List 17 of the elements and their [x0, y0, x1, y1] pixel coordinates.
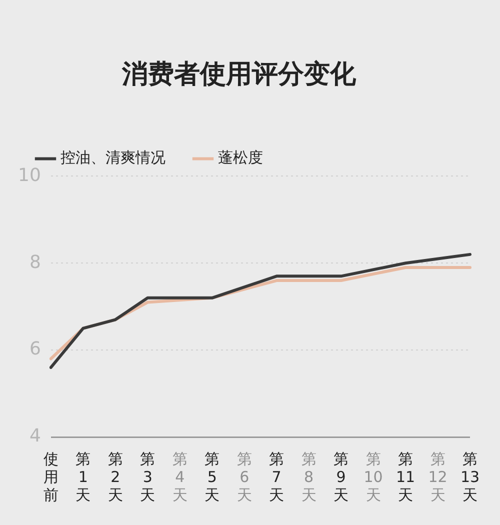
- x-tick-label: 第13天: [460, 450, 480, 504]
- legend-label: 蓬松度: [218, 148, 263, 167]
- x-tick-label: 第5天: [204, 450, 220, 504]
- x-tick-label: 第4天: [172, 450, 188, 504]
- x-tick-label: 第8天: [301, 450, 316, 504]
- x-tick-label: 第7天: [269, 450, 284, 504]
- x-tick-label: 第6天: [236, 450, 252, 504]
- legend-label: 控油、清爽情况: [60, 148, 166, 167]
- chart-title: 消费者使用评分变化: [121, 59, 357, 90]
- x-tick-label: 第12天: [428, 450, 448, 504]
- x-tick-label: 使用前: [43, 450, 58, 504]
- x-tick-label: 第1天: [76, 450, 91, 504]
- x-tick-label: 第2天: [108, 450, 123, 504]
- x-tick-label: 第10天: [364, 450, 383, 504]
- x-tick-label: 第11天: [396, 450, 416, 504]
- x-tick-label: 第9天: [334, 450, 349, 504]
- x-tick-label: 第3天: [140, 450, 156, 504]
